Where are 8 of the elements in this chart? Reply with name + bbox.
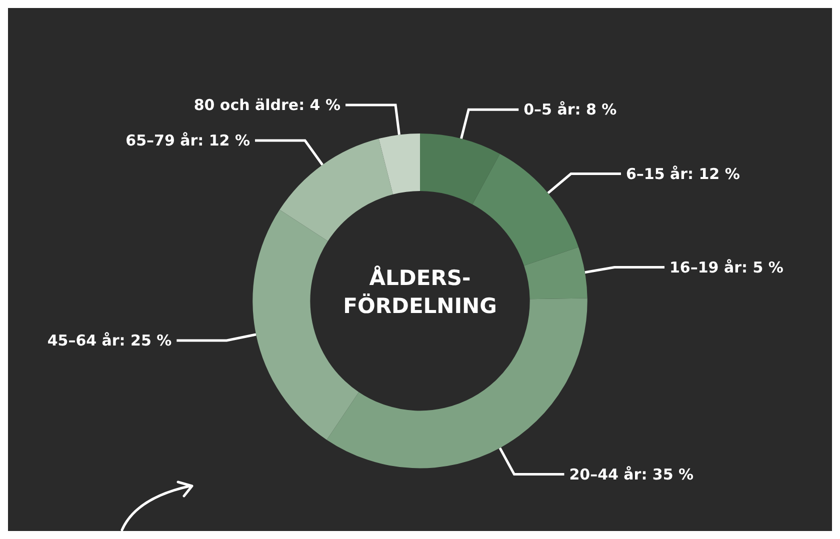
slice-label: 6–15 år: 12 % bbox=[626, 164, 740, 183]
text: ÅLDERS- FÖRDELNING bbox=[343, 265, 497, 318]
slice-label: 0–5 år: 8 % bbox=[524, 100, 617, 119]
slice-label: 80 och äldre: 4 % bbox=[194, 96, 341, 114]
slice-label: 20–44 år: 35 % bbox=[569, 465, 694, 484]
slice-label: 16–19 år: 5 % bbox=[669, 258, 784, 276]
slice-label: 45–64 år: 25 % bbox=[47, 332, 172, 350]
slice-label: 65–79 år: 12 % bbox=[126, 131, 250, 150]
